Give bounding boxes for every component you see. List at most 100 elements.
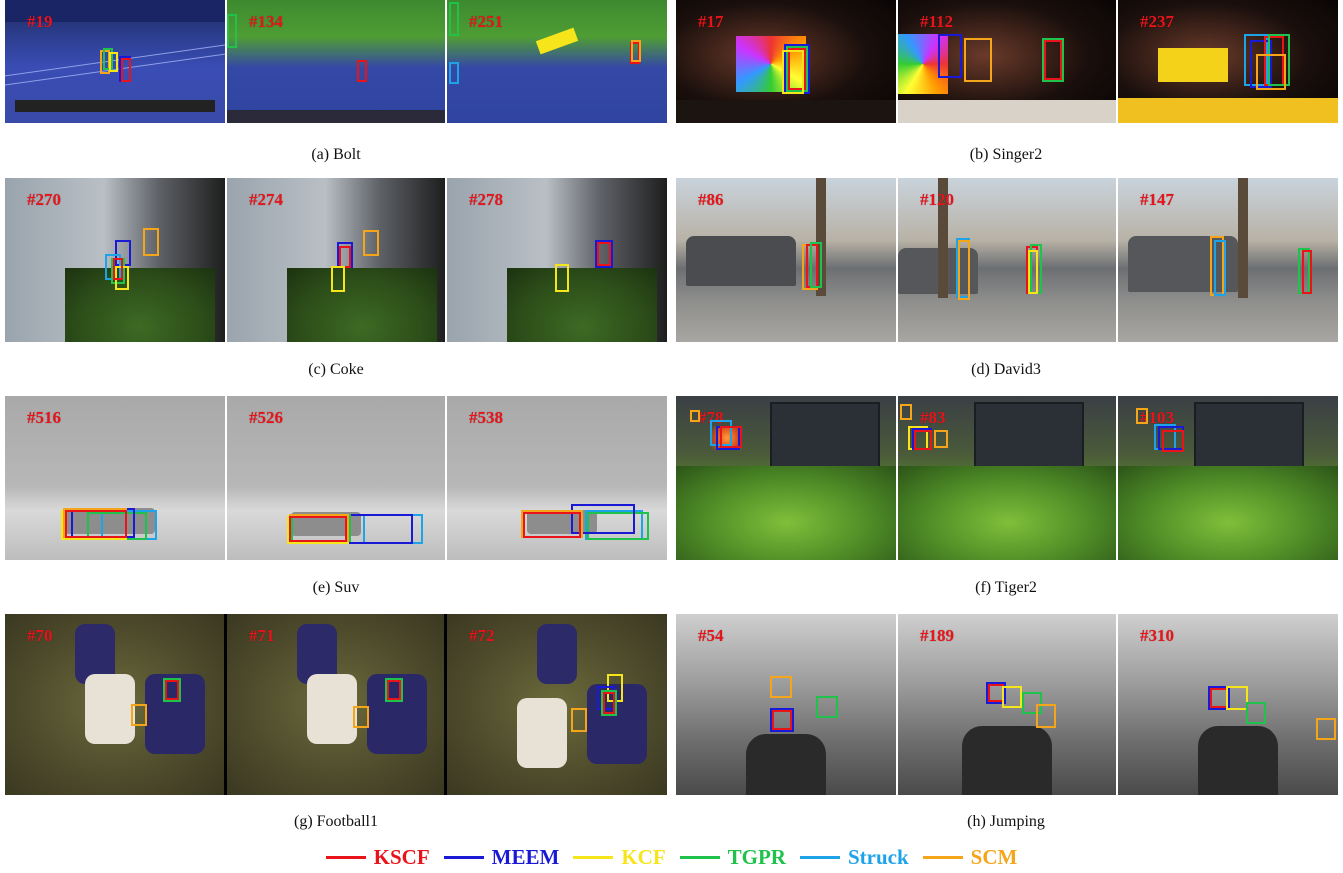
frame-number: #54 xyxy=(698,626,724,645)
tgpr-bbox xyxy=(1042,38,1064,82)
legend: KSCF MEEM KCF TGPR Struck SCM xyxy=(0,843,1343,871)
scm-bbox xyxy=(631,40,641,62)
you-sign xyxy=(1158,48,1228,82)
frame-image: #538 xyxy=(447,396,667,560)
frame-number: #310 xyxy=(1140,626,1174,645)
scm-bbox xyxy=(1036,704,1056,728)
legend-line xyxy=(325,855,366,859)
caption: (b) Singer2 xyxy=(969,146,1043,163)
frame-number: #86 xyxy=(698,190,724,209)
frame-image: #278 xyxy=(447,178,667,342)
meem-bbox xyxy=(571,504,635,534)
scm-bbox xyxy=(1316,718,1336,740)
frame-image: #54 xyxy=(676,614,898,795)
kcf-bbox xyxy=(109,52,118,72)
frame-number: #251 xyxy=(469,12,503,31)
frame-image: #274 xyxy=(227,178,447,342)
struck-bbox xyxy=(1214,240,1226,296)
kscf-bbox xyxy=(357,60,367,82)
kscf-bbox xyxy=(772,710,792,730)
kscf-bbox xyxy=(523,512,581,538)
frame-number: #112 xyxy=(920,12,954,31)
frame-image: #72 xyxy=(447,614,667,795)
legend-label: KCF xyxy=(621,844,666,869)
frame-image: #516 xyxy=(5,396,227,560)
scm-bbox xyxy=(131,704,147,726)
frame-number: #120 xyxy=(920,190,954,209)
kcf-bbox xyxy=(1002,686,1022,708)
legend-line xyxy=(443,855,484,859)
frame-image: #237 xyxy=(1118,0,1338,123)
frame-image: #86 xyxy=(676,178,898,342)
scm-bbox xyxy=(363,230,379,256)
scm-bbox xyxy=(964,38,992,82)
frame-image: #78 xyxy=(676,396,898,560)
frame-image: #103 xyxy=(1118,396,1338,560)
meem-bbox xyxy=(1250,40,1272,88)
frame-number: #237 xyxy=(1140,12,1174,31)
meem-bbox xyxy=(349,514,413,544)
legend-item-meem: MEEM xyxy=(443,844,560,870)
frame-image: #134 xyxy=(227,0,447,123)
kscf-bbox xyxy=(597,242,611,266)
kscf-bbox xyxy=(1162,430,1184,452)
legend-label: SCM xyxy=(970,844,1018,869)
frame-image: #270 xyxy=(5,178,227,342)
frame-number: #78 xyxy=(698,408,724,427)
kscf-bbox xyxy=(387,680,401,700)
caption: (h) Jumping xyxy=(967,813,1045,830)
frame-image: #147 xyxy=(1118,178,1338,342)
caption: (f) Tiger2 xyxy=(975,579,1037,596)
kscf-bbox xyxy=(289,516,347,542)
caption: (g) Football1 xyxy=(294,813,378,830)
legend-item-tgpr: TGPR xyxy=(679,844,786,870)
frame-number: #19 xyxy=(27,12,53,31)
legend-label: MEEM xyxy=(491,844,560,869)
frame-number: #103 xyxy=(1140,408,1174,427)
caption: (a) Bolt xyxy=(311,146,361,163)
legend-line xyxy=(922,855,963,859)
scm-bbox xyxy=(353,706,369,728)
frame-image: #526 xyxy=(227,396,447,560)
kcf-bbox xyxy=(1028,250,1038,294)
kscf-bbox xyxy=(65,510,127,538)
kcf-bbox xyxy=(555,264,569,292)
caption: (d) David3 xyxy=(971,361,1041,378)
legend-label: KSCF xyxy=(373,844,430,869)
frame-image: #120 xyxy=(898,178,1118,342)
legend-label: TGPR xyxy=(727,844,786,869)
kscf-bbox xyxy=(165,680,179,700)
scm-bbox xyxy=(900,404,912,420)
frame-image: #19 xyxy=(5,0,227,123)
legend-item-kcf: KCF xyxy=(573,844,666,870)
struck-bbox xyxy=(449,62,459,84)
scm-bbox xyxy=(1256,54,1286,90)
frame-number: #17 xyxy=(698,12,724,31)
kscf-bbox xyxy=(720,426,742,448)
legend-line xyxy=(573,855,614,859)
meem-bbox xyxy=(986,682,1006,704)
scm-bbox xyxy=(143,228,159,256)
frame-number: #147 xyxy=(1140,190,1174,209)
legend-item-scm: SCM xyxy=(922,844,1018,870)
tgpr-bbox xyxy=(810,242,822,288)
frame-image: #251 xyxy=(447,0,667,123)
legend-line xyxy=(679,855,720,859)
kscf-bbox xyxy=(788,48,806,90)
frame-number: #83 xyxy=(920,408,946,427)
frame-number: #270 xyxy=(27,190,61,209)
panel-coke: #270 #274 #278 xyxy=(5,178,667,342)
frame-number: #274 xyxy=(249,190,283,209)
caption: (c) Coke xyxy=(308,361,364,378)
frame-number: #526 xyxy=(249,408,283,427)
panel-suv: #516 #526 #538 xyxy=(5,396,667,560)
scm-bbox xyxy=(934,430,948,448)
frame-number: #278 xyxy=(469,190,503,209)
caption: (e) Suv xyxy=(312,579,360,596)
legend-item-kscf: KSCF xyxy=(325,844,430,870)
frame-number: #71 xyxy=(249,626,275,645)
panel-singer2: #17 #112 #237 xyxy=(676,0,1338,123)
kscf-bbox xyxy=(113,258,123,280)
frame-number: #189 xyxy=(920,626,954,645)
kcf-bbox xyxy=(331,266,345,292)
